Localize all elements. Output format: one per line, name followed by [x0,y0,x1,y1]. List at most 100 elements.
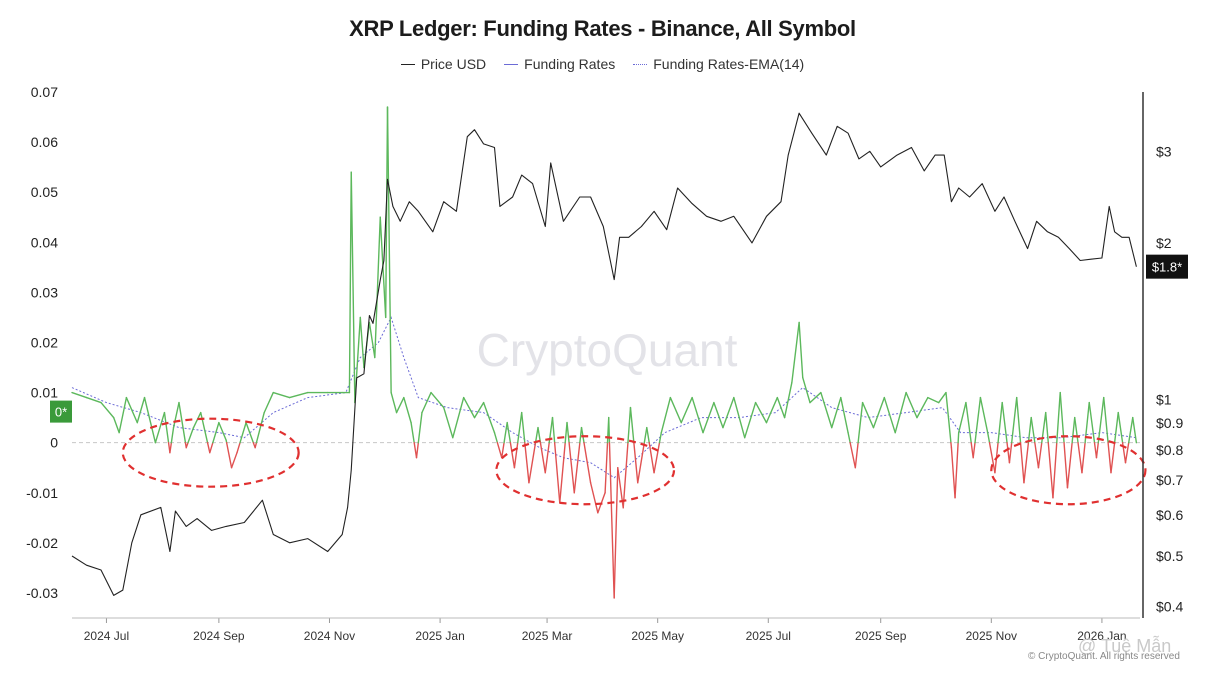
y-right-tick-label: $0.5 [1156,548,1183,564]
funding-rate-segment [854,441,859,469]
funding-rate-segment [589,482,599,514]
funding-rate-segment [200,411,209,444]
funding-rate-segment [861,401,875,429]
funding-rate-segment [637,441,646,484]
overlay-watermark: @ Tuệ Mẫn [1078,636,1172,656]
legend-label-price: Price USD [420,56,487,72]
funding-rate-segment [482,401,496,434]
y-left-tick-label: 0 [50,435,58,451]
funding-rate-segment [187,426,195,444]
funding-rate-segment [629,406,635,444]
funding-rate-segment [702,401,715,434]
funding-rate-segment [566,421,570,444]
funding-rate-segment [1056,391,1061,444]
y-left-tick-label: 0.04 [31,234,58,250]
funding-rate-segment [212,421,220,444]
funding-rate-segment [754,401,768,424]
funding-rate-segment [1097,396,1105,444]
funding-rate-segment [390,391,398,414]
funding-rate-segment [608,416,611,444]
legend-swatch-price [400,63,415,65]
funding-rate-segment [154,411,166,444]
legend-swatch-ema [633,63,648,65]
legend-item-price[interactable]: Price USD [400,56,487,72]
funding-rate-segment [1132,416,1138,444]
x-tick-label: 2024 Nov [304,629,355,643]
y-left-tick-label: 0.03 [31,284,58,300]
funding-rate-segment [359,316,365,369]
funding-rate-segment [974,396,982,444]
funding-rate-segment [622,441,629,509]
funding-rate-segment [503,421,508,444]
funding-rate-segment [950,446,956,499]
x-tick-label: 2025 Jul [746,629,791,643]
funding-rate-segment [604,441,609,494]
red-dashed-ellipse [121,417,300,488]
funding-rate-segment [660,396,672,434]
funding-rate-segment [1019,441,1025,484]
legend-label-funding: Funding Rates [524,56,616,72]
funding-rate-segment [403,396,412,424]
funding-rate-segment [1047,441,1054,499]
funding-rate-segment [374,216,381,359]
y-left-tick-label: 0.02 [31,334,58,350]
funding-rate-segment [551,416,556,444]
funding-rate-segment [1063,441,1069,489]
funding-rate-segment [1128,416,1134,444]
funding-rate-segment [927,396,940,404]
funding-rate-segment [528,441,537,484]
x-tick-label: 2024 Sep [193,629,245,643]
funding-rate-segment [496,441,503,459]
legend-swatch-funding [504,63,519,65]
funding-rate-segment [831,396,842,429]
x-tick-label: 2025 Nov [966,629,1017,643]
funding-rate-segment [653,441,661,474]
funding-rate-segment [1045,411,1049,444]
legend-item-ema[interactable]: Funding Rates-EMA(14) [633,56,804,72]
funding-rate-segment [1081,441,1086,474]
funding-rate-segment [840,396,849,434]
funding-rate-segment [1015,396,1022,444]
funding-rate-segment [988,441,996,474]
y-left-tick-label: -0.03 [26,585,58,601]
funding-rate-segment [206,441,211,454]
funding-rate-segment [938,391,947,404]
funding-rate-segment [236,441,241,454]
legend-item-funding[interactable]: Funding Rates [504,56,615,72]
funding-rate-segment [847,431,851,444]
y-right-tick-label: $0.6 [1156,507,1183,523]
funding-rate-segment [1124,441,1130,464]
funding-rate-segment [905,391,918,419]
funding-rate-segment [627,406,632,444]
funding-rate-segment [957,401,967,434]
funding-rate-segment [1030,416,1036,444]
funding-rate-segment [172,401,180,429]
funding-rate-segment [972,441,976,459]
x-tick-label: 2025 Mar [522,629,573,643]
funding-rate-segment [209,441,214,454]
funding-rate-segment [883,396,896,434]
funding-rate-segment [1027,416,1032,444]
funding-rate-segment [583,441,592,484]
funding-rate-segment [100,401,115,419]
red-dashed-ellipse [495,435,676,506]
funding-rate-segment [820,391,833,429]
chart-legend: Price USD Funding Rates Funding Rates-EM… [0,56,1205,72]
funding-rate-segment [1117,411,1124,444]
funding-rate-segment [573,441,581,494]
funding-rate-segment [669,396,682,424]
x-tick-label: 2024 Jul [84,629,129,643]
funding-rate-segment [348,171,352,394]
funding-rate-segment [733,396,746,439]
funding-rate-segment [239,421,247,444]
funding-rate-segment [1010,396,1018,444]
funding-rate-segment [136,396,146,424]
funding-rate-segment [452,396,465,439]
funding-rate-segment [997,401,1003,444]
funding-rate-segment [1052,441,1058,499]
funding-rate-segment [1034,441,1040,469]
funding-rate-segment [384,106,389,319]
funding-rate-segment [568,441,575,494]
funding-rate-segment [791,321,800,384]
funding-rate-segment [524,441,530,484]
